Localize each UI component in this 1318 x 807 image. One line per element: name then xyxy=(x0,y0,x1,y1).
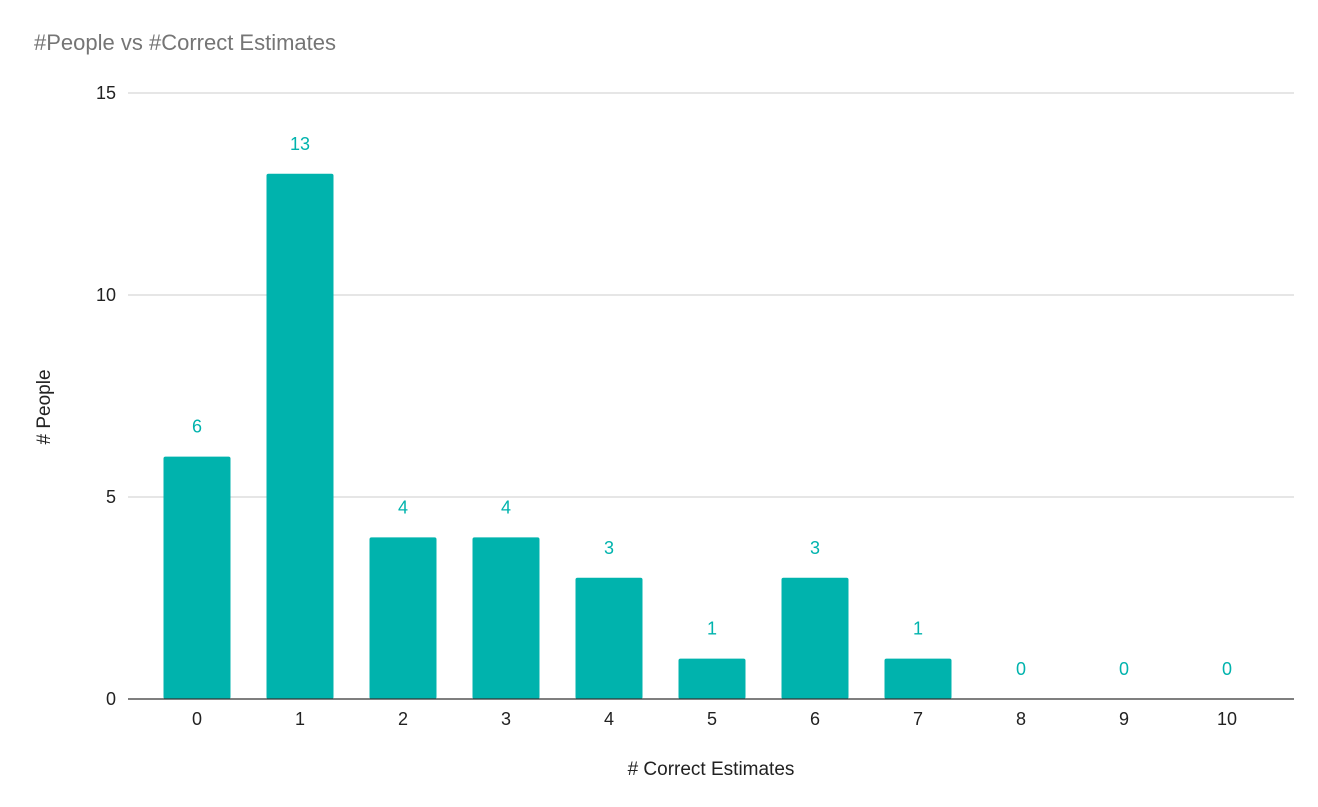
x-tick-label: 3 xyxy=(501,709,511,729)
y-tick-label: 0 xyxy=(106,689,116,709)
chart-title: #People vs #Correct Estimates xyxy=(34,30,336,55)
bar-7 xyxy=(884,658,952,699)
data-label-2: 4 xyxy=(398,497,408,517)
data-label-7: 1 xyxy=(913,619,923,639)
y-tick-labels: 0 5 10 15 xyxy=(96,83,116,709)
data-label-6: 3 xyxy=(810,538,820,558)
data-label-9: 0 xyxy=(1119,659,1129,679)
x-tick-label: 10 xyxy=(1217,709,1237,729)
data-label-0: 6 xyxy=(192,417,202,437)
bar-2 xyxy=(369,537,437,699)
y-axis-title: # People xyxy=(34,369,55,444)
bar-4 xyxy=(575,577,643,699)
data-label-3: 4 xyxy=(501,497,511,517)
x-tick-labels: 0 1 2 3 4 5 6 7 8 9 10 xyxy=(192,709,1237,729)
y-tick-label: 15 xyxy=(96,83,116,103)
y-tick-label: 10 xyxy=(96,285,116,305)
bar-5 xyxy=(678,658,746,699)
x-tick-label: 8 xyxy=(1016,709,1026,729)
data-label-1: 13 xyxy=(290,134,310,154)
x-tick-label: 1 xyxy=(295,709,305,729)
data-label-10: 0 xyxy=(1222,659,1232,679)
x-axis-title: # Correct Estimates xyxy=(628,759,795,780)
bar-3 xyxy=(472,537,540,699)
x-tick-label: 7 xyxy=(913,709,923,729)
x-tick-label: 5 xyxy=(707,709,717,729)
x-tick-label: 4 xyxy=(604,709,614,729)
x-tick-label: 9 xyxy=(1119,709,1129,729)
bar-0 xyxy=(163,456,231,699)
data-label-8: 0 xyxy=(1016,659,1026,679)
x-tick-label: 2 xyxy=(398,709,408,729)
y-tick-label: 5 xyxy=(106,487,116,507)
x-tick-label: 0 xyxy=(192,709,202,729)
data-label-5: 1 xyxy=(707,619,717,639)
data-label-4: 3 xyxy=(604,538,614,558)
x-tick-label: 6 xyxy=(810,709,820,729)
bar-1 xyxy=(266,173,334,700)
bars xyxy=(163,173,952,700)
bar-6 xyxy=(781,577,849,699)
